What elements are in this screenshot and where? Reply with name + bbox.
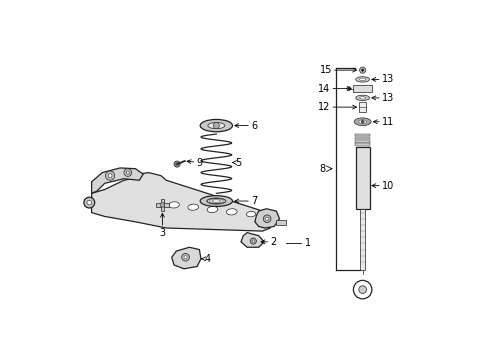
Circle shape [176, 163, 178, 165]
Circle shape [84, 197, 95, 208]
Polygon shape [171, 247, 201, 269]
Ellipse shape [355, 77, 369, 82]
Text: 13: 13 [371, 93, 393, 103]
Text: 14: 14 [317, 84, 350, 94]
FancyBboxPatch shape [360, 209, 364, 270]
FancyBboxPatch shape [156, 203, 168, 207]
Ellipse shape [358, 120, 366, 124]
Ellipse shape [207, 206, 218, 213]
Text: 4: 4 [201, 254, 210, 264]
Ellipse shape [200, 120, 232, 132]
Ellipse shape [246, 211, 255, 217]
Circle shape [105, 171, 115, 180]
Circle shape [160, 203, 164, 207]
Circle shape [359, 67, 365, 73]
Ellipse shape [353, 118, 370, 126]
Text: 6: 6 [234, 121, 257, 131]
Circle shape [263, 215, 270, 222]
Text: 15: 15 [319, 65, 356, 75]
FancyBboxPatch shape [353, 85, 371, 93]
Circle shape [250, 238, 256, 244]
FancyBboxPatch shape [354, 143, 369, 145]
Ellipse shape [355, 95, 369, 100]
Text: 10: 10 [371, 181, 393, 191]
Ellipse shape [187, 204, 198, 210]
FancyBboxPatch shape [161, 199, 163, 211]
FancyBboxPatch shape [358, 102, 366, 112]
Text: 13: 13 [371, 75, 393, 84]
Ellipse shape [168, 202, 179, 208]
Ellipse shape [200, 195, 232, 206]
Text: 9: 9 [187, 158, 202, 167]
FancyBboxPatch shape [354, 140, 369, 143]
Text: 7: 7 [234, 196, 257, 206]
Circle shape [126, 171, 129, 174]
Circle shape [123, 169, 131, 176]
Text: 11: 11 [373, 117, 393, 127]
FancyBboxPatch shape [354, 137, 369, 139]
Ellipse shape [207, 198, 225, 204]
Circle shape [213, 122, 219, 129]
Circle shape [108, 174, 112, 177]
Ellipse shape [359, 97, 365, 99]
Polygon shape [254, 209, 279, 228]
Circle shape [358, 286, 366, 293]
FancyBboxPatch shape [276, 220, 285, 225]
Text: 1: 1 [305, 238, 310, 248]
Circle shape [182, 253, 189, 261]
Text: 5: 5 [232, 158, 242, 167]
Circle shape [346, 87, 350, 91]
Ellipse shape [359, 78, 365, 81]
Circle shape [360, 120, 364, 123]
Circle shape [87, 200, 91, 205]
Circle shape [183, 256, 187, 259]
Circle shape [252, 240, 254, 242]
Text: 12: 12 [317, 102, 356, 112]
Circle shape [265, 217, 268, 220]
Text: 3: 3 [159, 213, 165, 238]
FancyBboxPatch shape [355, 147, 369, 209]
Ellipse shape [207, 122, 224, 129]
Text: 8: 8 [319, 164, 325, 174]
Circle shape [174, 161, 180, 167]
Circle shape [361, 69, 363, 71]
Polygon shape [91, 168, 143, 193]
Text: 2: 2 [261, 237, 276, 247]
FancyBboxPatch shape [354, 134, 369, 136]
Polygon shape [91, 172, 270, 231]
Ellipse shape [226, 209, 237, 215]
Polygon shape [241, 233, 264, 247]
